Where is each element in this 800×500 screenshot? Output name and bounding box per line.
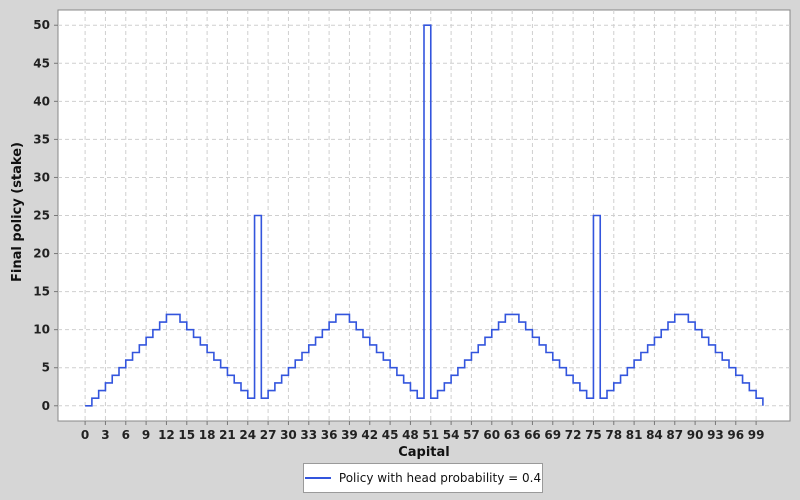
y-tick-label: 20 <box>33 247 50 261</box>
x-tick-label: 54 <box>443 428 460 442</box>
x-tick-label: 21 <box>219 428 236 442</box>
x-tick-label: 42 <box>361 428 378 442</box>
y-tick-label: 30 <box>33 170 50 184</box>
x-tick-label: 33 <box>300 428 317 442</box>
y-axis-title: Final policy (stake) <box>10 142 25 282</box>
x-tick-label: 84 <box>646 428 663 442</box>
x-tick-label: 87 <box>666 428 683 442</box>
y-tick-label: 25 <box>33 209 50 223</box>
y-tick-label: 45 <box>33 56 50 70</box>
x-axis-ticks: 0 3 6 9 12 15 18 21 24 27 30 33 36 39 42 45 48 51 54 57 60 63… <box>81 421 765 442</box>
x-tick-label: 93 <box>707 428 724 442</box>
x-tick-label: 48 <box>402 428 419 442</box>
y-tick-label: 5 <box>42 361 50 375</box>
x-tick-label: 12 <box>158 428 175 442</box>
x-tick-label: 72 <box>565 428 582 442</box>
x-tick-label: 30 <box>280 428 297 442</box>
x-tick-label: 6 <box>122 428 130 442</box>
x-tick-label: 18 <box>199 428 216 442</box>
x-tick-label: 81 <box>626 428 643 442</box>
x-tick-label: 27 <box>260 428 277 442</box>
x-tick-label: 36 <box>321 428 338 442</box>
legend: Policy with head probability = 0.4 <box>303 463 543 493</box>
x-tick-label: 51 <box>422 428 439 442</box>
x-tick-label: 15 <box>178 428 195 442</box>
series-layer <box>85 24 764 407</box>
x-tick-label: 63 <box>504 428 521 442</box>
y-tick-label: 0 <box>42 399 50 413</box>
x-tick-label: 9 <box>142 428 150 442</box>
x-tick-label: 66 <box>524 428 541 442</box>
x-tick-label: 69 <box>544 428 561 442</box>
x-tick-label: 24 <box>239 428 256 442</box>
x-tick-label: 60 <box>483 428 500 442</box>
x-tick-label: 3 <box>101 428 109 442</box>
x-tick-label: 0 <box>81 428 89 442</box>
y-tick-label: 50 <box>33 18 50 32</box>
legend-label: Policy with head probability = 0.4 <box>338 471 542 485</box>
x-tick-label: 90 <box>687 428 704 442</box>
x-axis-title: Capital <box>398 445 450 460</box>
x-tick-label: 78 <box>605 428 622 442</box>
x-tick-label: 99 <box>748 428 765 442</box>
x-tick-label: 96 <box>727 428 744 442</box>
series-line <box>85 24 764 407</box>
y-tick-label: 40 <box>33 94 50 108</box>
x-tick-label: 45 <box>382 428 399 442</box>
x-tick-label: 75 <box>585 428 602 442</box>
y-tick-label: 35 <box>33 132 50 146</box>
y-tick-label: 10 <box>33 323 50 337</box>
x-tick-label: 57 <box>463 428 480 442</box>
y-tick-label: 15 <box>33 285 50 299</box>
y-axis-ticks: 0 5 10 15 20 25 30 35 40 45 50 <box>33 18 58 413</box>
x-tick-label: 39 <box>341 428 358 442</box>
legend-swatch <box>304 477 331 479</box>
